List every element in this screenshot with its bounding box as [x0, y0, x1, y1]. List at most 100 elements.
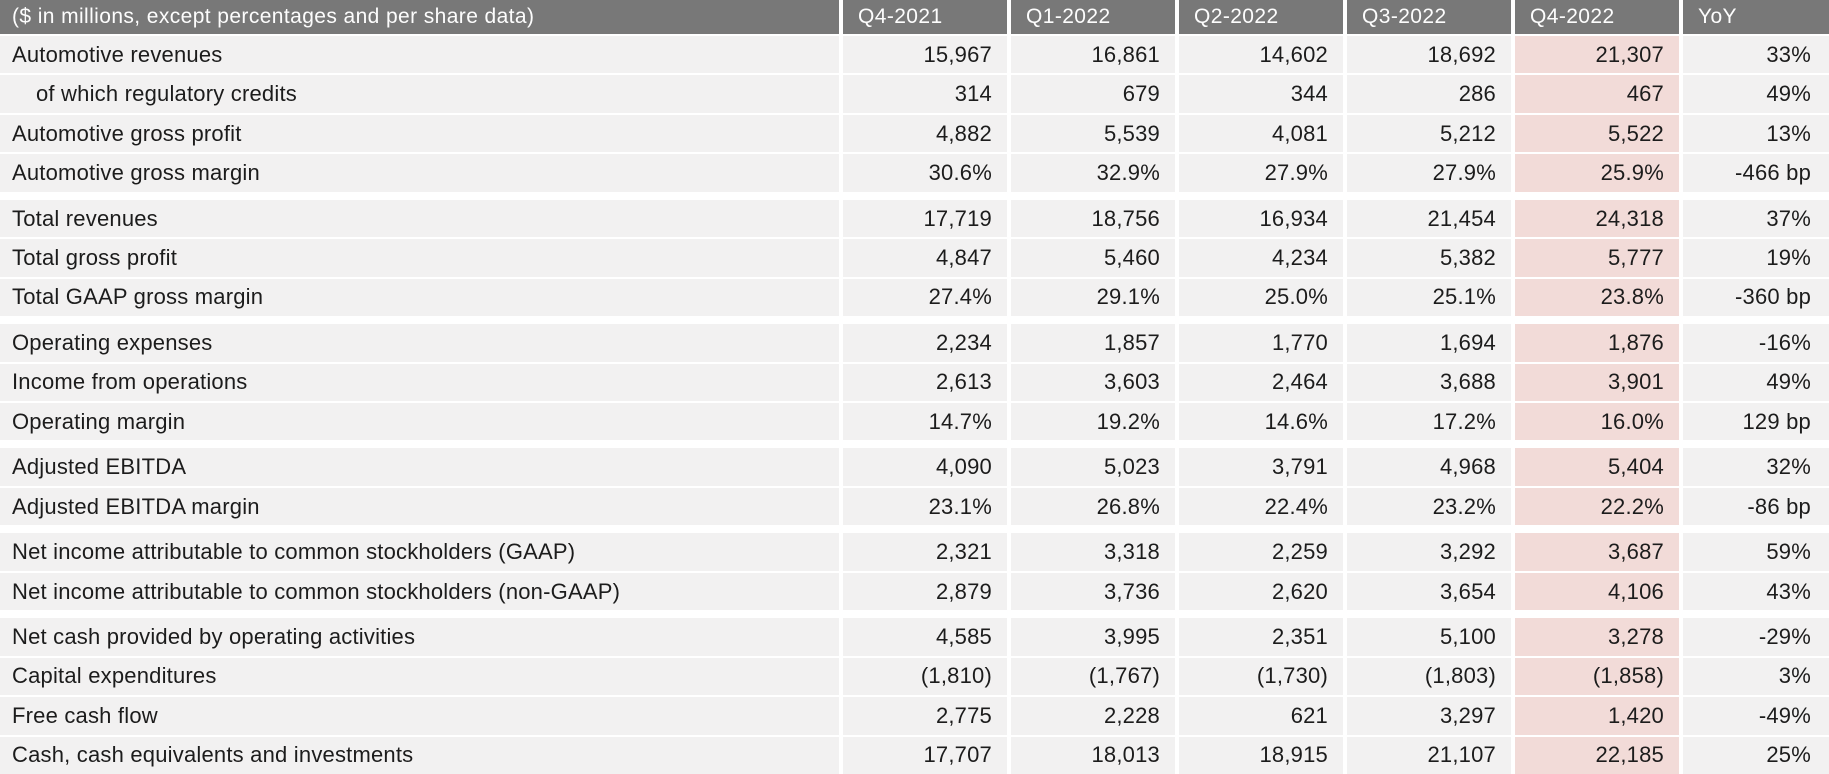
value-q3-2022: 17.2%	[1347, 402, 1511, 441]
value-q3-2022: 3,654	[1347, 572, 1511, 611]
value-q1-2022: 5,539	[1011, 114, 1175, 153]
value-q3-2022: 18,692	[1347, 36, 1511, 74]
column-header-q4-2021: Q4-2021	[843, 0, 1007, 34]
value-q4-2021: 2,879	[843, 572, 1007, 611]
value-q3-2022: 4,968	[1347, 448, 1511, 486]
table-row: Net income attributable to common stockh…	[0, 533, 1829, 571]
value-q4-2022: (1,858)	[1515, 657, 1679, 696]
value-q3-2022: 21,454	[1347, 199, 1511, 238]
table-row: Operating expenses 2,234 1,857 1,770 1,694 1,…	[0, 324, 1829, 362]
value-q1-2022: 29.1%	[1011, 278, 1175, 317]
table-row: Cash, cash equivalents and investments 17…	[0, 736, 1829, 774]
value-q3-2022: 3,297	[1347, 697, 1511, 735]
value-q4-2022: 5,522	[1515, 114, 1679, 153]
row-label: Automotive gross margin	[0, 154, 839, 192]
row-group-1: Automotive revenues 15,967 16,861 14,602 18,…	[0, 36, 1829, 192]
row-group-5: Net income attributable to common stockh…	[0, 533, 1829, 611]
column-header-yoy: YoY	[1683, 0, 1829, 34]
value-q4-2021: 2,234	[843, 324, 1007, 362]
value-q4-2021: 15,967	[843, 36, 1007, 74]
value-q4-2022: 3,901	[1515, 363, 1679, 401]
value-q2-2022: 1,770	[1179, 324, 1343, 362]
table-row: Total gross profit 4,847 5,460 4,234 5,382 5,…	[0, 239, 1829, 277]
table-row: Automotive gross margin 30.6% 32.9% 27.9% 27…	[0, 154, 1829, 192]
yoy-value: 33%	[1683, 36, 1829, 74]
value-q4-2021: 4,882	[843, 114, 1007, 153]
yoy-value: 59%	[1683, 533, 1829, 571]
value-q1-2022: 3,736	[1011, 572, 1175, 611]
yoy-value: 49%	[1683, 363, 1829, 401]
value-q2-2022: 621	[1179, 697, 1343, 735]
table-row: Total GAAP gross margin 27.4% 29.1% 25.0% 25…	[0, 278, 1829, 317]
value-q4-2022: 22,185	[1515, 736, 1679, 774]
table-row: Operating margin 14.7% 19.2% 14.6% 17.2% 16.0…	[0, 402, 1829, 441]
value-q1-2022: 3,318	[1011, 533, 1175, 571]
value-q4-2021: 17,707	[843, 736, 1007, 774]
row-label: Total revenues	[0, 199, 839, 238]
value-q4-2021: 4,585	[843, 618, 1007, 656]
value-q2-2022: 4,234	[1179, 239, 1343, 277]
value-q3-2022: 21,107	[1347, 736, 1511, 774]
yoy-value: 37%	[1683, 199, 1829, 238]
value-q1-2022: 5,023	[1011, 448, 1175, 486]
table-row: Net cash provided by operating activitie…	[0, 618, 1829, 656]
value-q3-2022: 5,212	[1347, 114, 1511, 153]
value-q1-2022: 26.8%	[1011, 487, 1175, 526]
value-q2-2022: 18,915	[1179, 736, 1343, 774]
value-q3-2022: 3,688	[1347, 363, 1511, 401]
value-q4-2021: 314	[843, 75, 1007, 113]
value-q3-2022: 5,382	[1347, 239, 1511, 277]
value-q2-2022: 4,081	[1179, 114, 1343, 153]
table-title: ($ in millions, except percentages and p…	[0, 0, 839, 34]
value-q4-2021: 2,613	[843, 363, 1007, 401]
value-q3-2022: 25.1%	[1347, 278, 1511, 317]
value-q3-2022: 286	[1347, 75, 1511, 113]
value-q3-2022: 1,694	[1347, 324, 1511, 362]
row-group-4: Adjusted EBITDA 4,090 5,023 3,791 4,968 5,404…	[0, 448, 1829, 526]
yoy-value: -49%	[1683, 697, 1829, 735]
value-q1-2022: 679	[1011, 75, 1175, 113]
value-q1-2022: 18,013	[1011, 736, 1175, 774]
table-row: Automotive gross profit 4,882 5,539 4,081 5,…	[0, 114, 1829, 153]
table-row: Automotive revenues 15,967 16,861 14,602 18,…	[0, 36, 1829, 74]
value-q2-2022: 22.4%	[1179, 487, 1343, 526]
value-q4-2022: 1,876	[1515, 324, 1679, 362]
value-q4-2021: 4,847	[843, 239, 1007, 277]
value-q2-2022: 25.0%	[1179, 278, 1343, 317]
table-row: Income from operations 2,613 3,603 2,464 3,6…	[0, 363, 1829, 401]
value-q2-2022: 16,934	[1179, 199, 1343, 238]
yoy-value: 3%	[1683, 657, 1829, 696]
value-q1-2022: 3,995	[1011, 618, 1175, 656]
header-row: ($ in millions, except percentages and p…	[0, 0, 1829, 34]
yoy-value: -29%	[1683, 618, 1829, 656]
value-q3-2022: 3,292	[1347, 533, 1511, 571]
row-label: Net income attributable to common stockh…	[0, 572, 839, 611]
value-q2-2022: 2,259	[1179, 533, 1343, 571]
row-label: of which regulatory credits	[0, 75, 839, 113]
value-q1-2022: 16,861	[1011, 36, 1175, 74]
value-q4-2022: 16.0%	[1515, 402, 1679, 441]
value-q2-2022: 2,351	[1179, 618, 1343, 656]
value-q1-2022: 5,460	[1011, 239, 1175, 277]
row-label: Cash, cash equivalents and investments	[0, 736, 839, 774]
value-q4-2021: 23.1%	[843, 487, 1007, 526]
column-header-q3-2022: Q3-2022	[1347, 0, 1511, 34]
value-q3-2022: 5,100	[1347, 618, 1511, 656]
row-label: Automotive gross profit	[0, 114, 839, 153]
value-q1-2022: 18,756	[1011, 199, 1175, 238]
row-label: Total GAAP gross margin	[0, 278, 839, 317]
yoy-value: -16%	[1683, 324, 1829, 362]
row-label: Net income attributable to common stockh…	[0, 533, 839, 571]
table-row: Adjusted EBITDA 4,090 5,023 3,791 4,968 5,404…	[0, 448, 1829, 486]
value-q4-2021: 14.7%	[843, 402, 1007, 441]
row-label: Adjusted EBITDA margin	[0, 487, 839, 526]
value-q4-2021: (1,810)	[843, 657, 1007, 696]
column-header-q1-2022: Q1-2022	[1011, 0, 1175, 34]
value-q4-2022: 467	[1515, 75, 1679, 113]
row-label: Automotive revenues	[0, 36, 839, 74]
value-q4-2021: 17,719	[843, 199, 1007, 238]
value-q3-2022: (1,803)	[1347, 657, 1511, 696]
row-label: Operating expenses	[0, 324, 839, 362]
row-label: Income from operations	[0, 363, 839, 401]
